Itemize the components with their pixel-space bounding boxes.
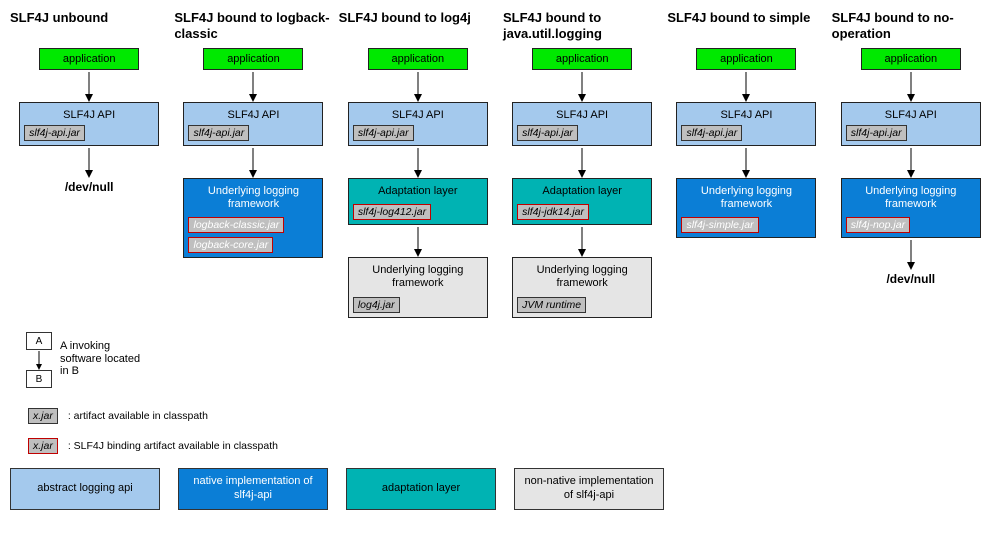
api-label: SLF4J API [392, 107, 444, 123]
api-jar: slf4j-api.jar [24, 125, 85, 141]
impl-jar: JVM runtime [517, 297, 586, 313]
adaptation-box: Adaptation layer slf4j-log412.jar [348, 178, 488, 225]
api-label: SLF4J API [227, 107, 279, 123]
arrow [412, 225, 424, 257]
legend-jar-red-desc: : SLF4J binding artifact available in cl… [68, 440, 278, 452]
application-box: application [532, 48, 632, 70]
slf4j-api-box: SLF4J API slf4j-api.jar [183, 102, 323, 146]
legend-jar-plain-desc: : artifact available in classpath [68, 410, 208, 422]
legend-ab-text: A invoking software located in B [60, 332, 150, 378]
legend-abstract: abstract logging api [10, 468, 160, 510]
col-log4j: SLF4J bound to log4j application SLF4J A… [339, 10, 497, 318]
binding-jar: slf4j-log412.jar [353, 204, 431, 220]
nonnative-impl-box: Underlying logging framework JVM runtime [512, 257, 652, 317]
col-title: SLF4J unbound [10, 10, 108, 42]
legend-nonnative: non-native implementation of slf4j-api [514, 468, 664, 510]
legend-b-box: B [26, 370, 52, 388]
slf4j-api-box: SLF4J API slf4j-api.jar [512, 102, 652, 146]
col-jul: SLF4J bound to java.util.logging applica… [503, 10, 661, 318]
api-label: SLF4J API [885, 107, 937, 123]
arrow [247, 146, 259, 178]
application-box: application [368, 48, 468, 70]
binding-jar: slf4j-simple.jar [681, 217, 758, 233]
arrow [905, 70, 917, 102]
arrow [247, 70, 259, 102]
slf4j-api-box: SLF4J API slf4j-api.jar [841, 102, 981, 146]
layer-label: Underlying logging framework [513, 262, 651, 294]
slf4j-api-box: SLF4J API slf4j-api.jar [19, 102, 159, 146]
application-box: application [203, 48, 303, 70]
legend-a-box: A [26, 332, 52, 350]
mini-legend: A B A invoking software located in B x.j… [26, 332, 278, 460]
diagram-columns: SLF4J unbound application SLF4J API slf4… [10, 10, 990, 318]
api-jar: slf4j-api.jar [846, 125, 907, 141]
application-box: application [696, 48, 796, 70]
col-unbound: SLF4J unbound application SLF4J API slf4… [10, 10, 168, 194]
legend-adapt: adaptation layer [346, 468, 496, 510]
col-nop: SLF4J bound to no-operation application … [832, 10, 990, 286]
layer-label: Adaptation layer [538, 183, 626, 202]
layer-label: Underlying logging framework [349, 262, 487, 294]
native-impl-box: Underlying logging framework logback-cla… [183, 178, 323, 258]
layer-label: Adaptation layer [374, 183, 462, 202]
col-title: SLF4J bound to java.util.logging [503, 10, 661, 42]
layer-label: Underlying logging framework [842, 183, 980, 215]
col-title: SLF4J bound to no-operation [832, 10, 990, 42]
layer-label: Underlying logging framework [677, 183, 815, 215]
legend-native: native implementation of slf4j-api [178, 468, 328, 510]
arrow [83, 146, 95, 178]
api-label: SLF4J API [720, 107, 772, 123]
legend-jar-plain: x.jar [28, 408, 58, 424]
arrow [905, 238, 917, 270]
devnull: /dev/null [886, 272, 935, 286]
api-label: SLF4J API [556, 107, 608, 123]
arrow [740, 146, 752, 178]
application-box: application [39, 48, 139, 70]
arrow [576, 146, 588, 178]
legend-layers: abstract logging api native implementati… [10, 468, 990, 510]
col-title: SLF4J bound to log4j [339, 10, 471, 42]
binding-jar: slf4j-nop.jar [846, 217, 910, 233]
binding-jar: logback-core.jar [188, 237, 273, 253]
binding-jar: slf4j-jdk14.jar [517, 204, 589, 220]
col-title: SLF4J bound to simple [667, 10, 810, 42]
layer-label: Underlying logging framework [184, 183, 322, 215]
api-jar: slf4j-api.jar [353, 125, 414, 141]
native-impl-box: Underlying logging framework slf4j-nop.j… [841, 178, 981, 238]
api-jar: slf4j-api.jar [188, 125, 249, 141]
col-simple: SLF4J bound to simple application SLF4J … [667, 10, 825, 238]
col-title: SLF4J bound to logback-classic [174, 10, 332, 42]
impl-jar: log4j.jar [353, 297, 400, 313]
application-box: application [861, 48, 961, 70]
arrow [740, 70, 752, 102]
api-jar: slf4j-api.jar [517, 125, 578, 141]
devnull: /dev/null [65, 180, 114, 194]
native-impl-box: Underlying logging framework slf4j-simpl… [676, 178, 816, 238]
arrow [412, 146, 424, 178]
api-jar: slf4j-api.jar [681, 125, 742, 141]
arrow [412, 70, 424, 102]
arrow [83, 70, 95, 102]
legend-jar-red: x.jar [28, 438, 58, 454]
api-label: SLF4J API [63, 107, 115, 123]
nonnative-impl-box: Underlying logging framework log4j.jar [348, 257, 488, 317]
arrow [576, 225, 588, 257]
col-logback: SLF4J bound to logback-classic applicati… [174, 10, 332, 258]
slf4j-api-box: SLF4J API slf4j-api.jar [676, 102, 816, 146]
binding-jar: logback-classic.jar [188, 217, 284, 233]
arrow [576, 70, 588, 102]
adaptation-box: Adaptation layer slf4j-jdk14.jar [512, 178, 652, 225]
arrow [905, 146, 917, 178]
slf4j-api-box: SLF4J API slf4j-api.jar [348, 102, 488, 146]
